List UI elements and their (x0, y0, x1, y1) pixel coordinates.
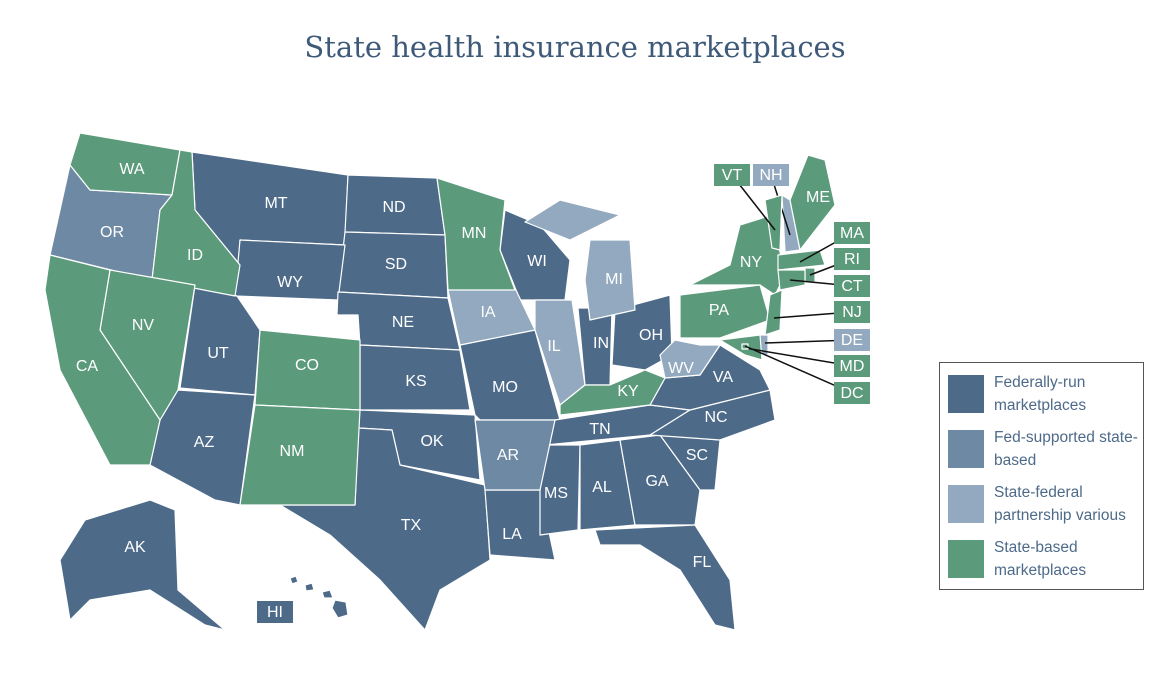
state (559, 369, 666, 416)
state-label: VA (713, 369, 733, 386)
legend-item: State-federal partnership various (948, 484, 1143, 540)
state (239, 404, 361, 506)
state (789, 154, 836, 251)
state-label: TN (589, 421, 610, 438)
callout-box (834, 222, 870, 244)
state-label: MA (840, 225, 864, 242)
state-label: KY (617, 383, 639, 400)
map-title: State health insurance marketplaces (304, 30, 846, 64)
state-label: MT (264, 195, 287, 212)
callout-box (834, 275, 870, 297)
state-label: VT (722, 167, 743, 184)
state-label: WA (119, 161, 145, 178)
state-label: OR (100, 224, 124, 241)
state (764, 194, 783, 251)
legend-label: Federally-run marketplaces (994, 374, 1087, 414)
state (474, 419, 556, 491)
state-label: NJ (842, 304, 862, 321)
state-label: NH (759, 167, 782, 184)
state (611, 294, 673, 371)
callout-box (753, 164, 789, 186)
state-label: SD (385, 256, 407, 273)
state (679, 284, 771, 339)
state-label: MI (605, 271, 623, 288)
state-label: ME (806, 189, 830, 206)
legend-swatch (948, 485, 984, 523)
state-label: NC (704, 409, 727, 426)
state (594, 524, 736, 631)
state-label: MN (462, 225, 487, 242)
state (649, 389, 776, 441)
state-label: IL (547, 338, 560, 355)
state-label: MS (544, 485, 568, 502)
state-label: OH (639, 327, 663, 344)
state (69, 132, 181, 196)
callout-box (834, 301, 870, 323)
state-label: WI (527, 253, 547, 270)
state-label: CO (295, 357, 319, 374)
state-label: OK (420, 433, 443, 450)
state (59, 499, 226, 631)
state-label: CA (76, 358, 99, 375)
legend-swatch (948, 430, 984, 468)
state-label: CT (841, 278, 863, 295)
legend-label: Fed-supported state-based (994, 429, 1138, 469)
state-label: TX (401, 517, 422, 534)
state-label: MD (840, 358, 865, 375)
legend-item: Federally-run marketplaces (948, 374, 1143, 430)
state-label: AK (124, 539, 146, 556)
state-label: FL (693, 554, 712, 571)
callout-box (834, 248, 870, 270)
callout-box (834, 382, 870, 404)
state-label: WY (277, 274, 303, 291)
state (777, 249, 826, 271)
legend-label: State-federal partnership various (994, 484, 1126, 524)
legend-item: Fed-supported state-based (948, 429, 1143, 485)
state-label: NV (132, 317, 155, 334)
state-label: KS (405, 373, 426, 390)
state-label: IA (480, 304, 495, 321)
callout-box (714, 164, 750, 186)
callout-box (834, 355, 870, 377)
state-label: MO (492, 379, 518, 396)
state-label: WV (668, 360, 694, 377)
state-label: HI (267, 604, 283, 621)
state-label: AZ (194, 434, 215, 451)
state-label: IN (593, 335, 609, 352)
state (524, 199, 636, 321)
state-label: RI (844, 251, 860, 268)
state-label: GA (645, 473, 668, 490)
state-label: AR (497, 447, 519, 464)
legend-swatch (948, 540, 984, 578)
state (764, 289, 783, 336)
legend-item: State-based marketplaces (948, 539, 1143, 595)
map: MT ND SD WY NE KS UT AZ OK TX MO WI IN OH TN LA MS AL GA SC… (44, 132, 870, 631)
state-label: DC (840, 385, 863, 402)
state-label: ID (187, 247, 203, 264)
legend-swatch (948, 375, 984, 413)
state-label: UT (207, 345, 229, 362)
state-label: ND (382, 199, 405, 216)
legend-label: State-based marketplaces (994, 539, 1087, 579)
state (289, 575, 349, 619)
state-label: LA (502, 526, 522, 543)
state-label: NE (392, 314, 414, 331)
state (151, 149, 241, 297)
state-label: AL (592, 479, 612, 496)
callout-box (834, 329, 870, 351)
state-label: PA (709, 302, 729, 319)
state (44, 254, 161, 466)
state (719, 334, 763, 361)
state-label: NY (740, 254, 763, 271)
legend: Federally-run marketplaces Fed-supported … (939, 362, 1144, 590)
state-label: NM (280, 443, 305, 460)
state-label: SC (686, 447, 708, 464)
callout-box (257, 601, 293, 623)
state-label: DE (841, 332, 863, 349)
state (436, 177, 516, 291)
